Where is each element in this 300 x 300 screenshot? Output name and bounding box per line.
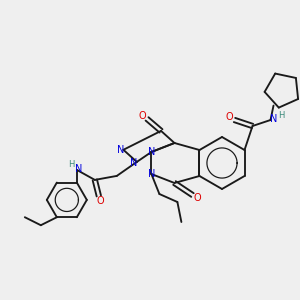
Text: N: N — [148, 169, 155, 179]
Text: H: H — [68, 160, 74, 169]
Text: O: O — [226, 112, 233, 122]
Text: N: N — [148, 147, 155, 157]
Text: N: N — [130, 158, 137, 168]
Text: N: N — [270, 114, 277, 124]
Text: N: N — [117, 145, 124, 155]
Text: O: O — [96, 196, 103, 206]
Text: O: O — [138, 111, 146, 121]
Text: O: O — [194, 193, 201, 203]
Text: H: H — [278, 110, 285, 119]
Text: N: N — [75, 164, 82, 174]
